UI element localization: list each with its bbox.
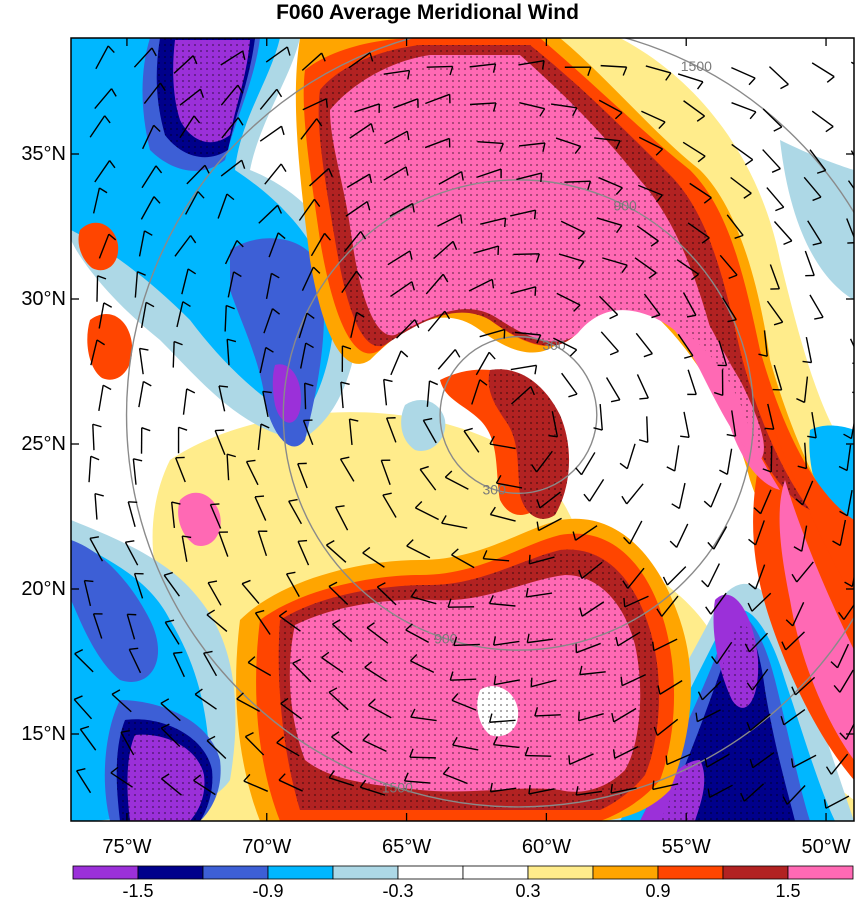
colorbar-label: -0.9 — [233, 881, 303, 901]
range-ring-label: 300 — [542, 337, 566, 353]
wind-barb — [173, 342, 174, 368]
colorbar-swatch — [463, 866, 528, 879]
wind-barb — [410, 757, 436, 758]
wind-barb — [97, 276, 98, 302]
wind-barb-flag — [531, 678, 532, 687]
colorbar-swatch — [138, 866, 203, 879]
lat-label: 35°N — [0, 143, 66, 165]
wind-barb — [525, 756, 551, 757]
colorbar-label: -0.3 — [363, 881, 433, 901]
colorbar-swatch — [203, 866, 268, 879]
lon-label: 75°W — [82, 836, 172, 858]
lat-label: 20°N — [0, 578, 66, 600]
wind-barb — [647, 416, 648, 442]
lat-label: 25°N — [0, 433, 66, 455]
wind-barb-flag — [128, 502, 137, 503]
wind-barb — [513, 254, 539, 255]
wind-barb-flag — [541, 173, 542, 182]
wind-barb-flag — [298, 541, 307, 542]
range-ring-label: 1500 — [382, 780, 413, 796]
wind-barb — [427, 66, 453, 67]
wind-barb-flag — [529, 555, 530, 564]
wind-barb-flag — [765, 428, 774, 429]
wind-barb-flag — [505, 218, 506, 227]
wind-barb-flag — [210, 504, 219, 505]
colorbar-swatch — [788, 866, 853, 879]
colorbar-swatch — [398, 866, 463, 879]
wind-barb — [454, 644, 480, 645]
wind-barb-flag — [653, 781, 654, 790]
wind-barb-flag — [84, 581, 93, 582]
lon-label: 60°W — [501, 836, 591, 858]
colorbar-swatch — [73, 866, 138, 879]
colorbar-label: -1.5 — [103, 881, 173, 901]
wind-barb — [305, 383, 306, 409]
wind-barb-flag — [624, 598, 625, 607]
colorbar-swatch — [528, 866, 593, 879]
wind-barb-flag — [569, 755, 570, 764]
colorbar-label: 0.9 — [623, 881, 693, 901]
colorbar-swatch — [593, 866, 658, 879]
wind-barb-flag — [639, 398, 648, 399]
colorbar-swatch — [268, 866, 333, 879]
colorbar-label: 0.3 — [493, 881, 563, 901]
wind-barb-flag — [255, 496, 264, 497]
wind-barb-flag — [535, 210, 536, 219]
wind-barb-flag — [326, 99, 327, 108]
lon-label: 55°W — [641, 836, 731, 858]
range-ring-label: 1500 — [681, 58, 712, 74]
range-ring-label: 900 — [613, 197, 637, 213]
lon-label: 65°W — [362, 836, 452, 858]
wind-barb-flag — [666, 756, 667, 765]
lat-label: 30°N — [0, 288, 66, 310]
lat-label: 15°N — [0, 723, 66, 745]
wind-barb-flag — [579, 712, 580, 721]
wind-barb-flag — [173, 652, 182, 653]
wind-barb — [450, 679, 476, 680]
colorbar-label: 1.5 — [753, 881, 823, 901]
colorbar-swatch — [333, 866, 398, 879]
wind-barb-flag — [535, 287, 536, 296]
wind-barb-flag — [621, 677, 622, 686]
wind-barb — [564, 181, 590, 182]
colorbar-swatch — [658, 866, 723, 879]
lon-label: 70°W — [222, 836, 312, 858]
colorbar — [73, 866, 853, 879]
lon-label: 50°W — [781, 836, 855, 858]
colorbar-swatch — [723, 866, 788, 879]
